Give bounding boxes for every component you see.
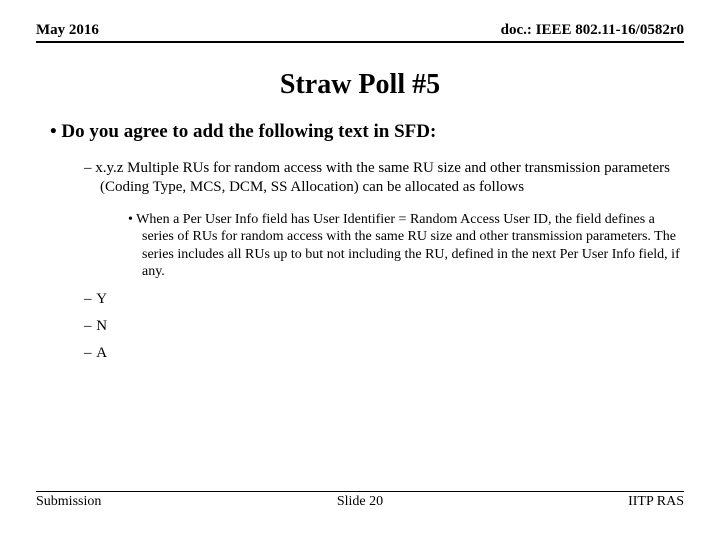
vote-option-n: N xyxy=(36,318,684,335)
footer-slide-number: Slide 20 xyxy=(337,494,383,510)
header-doc-id: doc.: IEEE 802.11-16/0582r0 xyxy=(501,22,684,39)
vote-option-a: A xyxy=(36,345,684,362)
slide-footer: Submission Slide 20 IITP RAS xyxy=(36,491,684,510)
footer-left: Submission xyxy=(36,494,101,510)
sub-sub-bullet-text: When a Per User Info field has User Iden… xyxy=(36,211,684,281)
main-bullet: Do you agree to add the following text i… xyxy=(36,121,684,143)
header-date: May 2016 xyxy=(36,22,99,39)
footer-right: IITP RAS xyxy=(628,494,684,510)
slide-header: May 2016 doc.: IEEE 802.11-16/0582r0 xyxy=(36,22,684,43)
vote-option-y: Y xyxy=(36,291,684,308)
slide-title: Straw Poll #5 xyxy=(36,69,684,101)
sub-bullet-text: x.y.z Multiple RUs for random access wit… xyxy=(36,159,684,197)
